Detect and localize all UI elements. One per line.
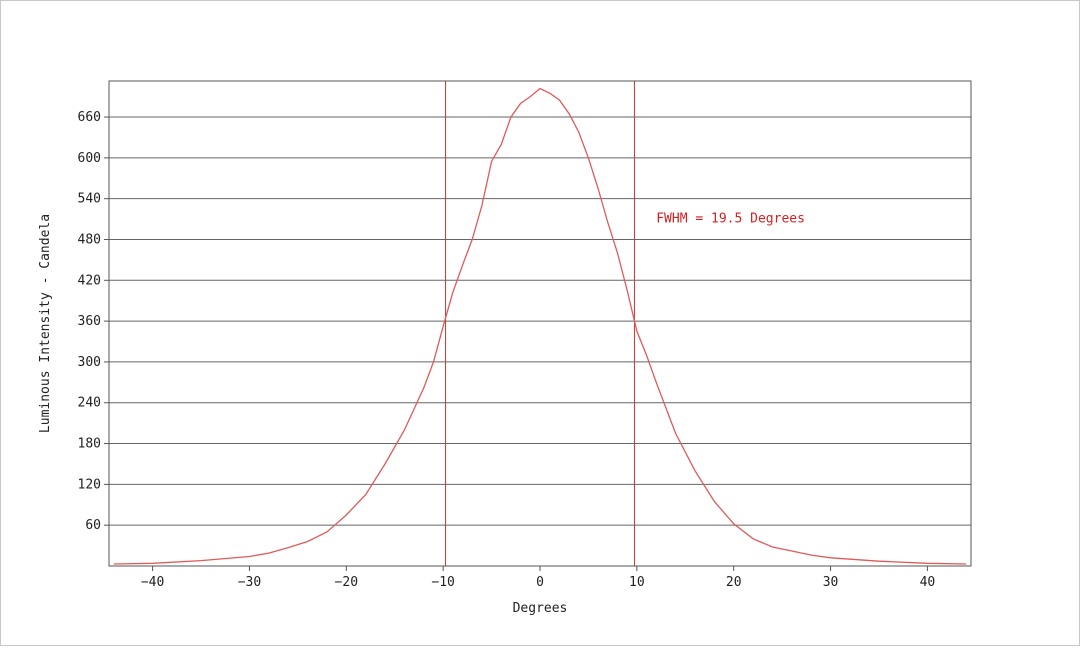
y-axis-ticks: 60 120 180 240 300 360 420 480 540 600 660 <box>78 110 109 533</box>
y-tick-label: 420 <box>78 273 101 288</box>
y-tick-label: 540 <box>78 192 101 207</box>
x-tick-label: −10 <box>431 575 454 590</box>
fwhm-marker-lines <box>445 81 635 566</box>
y-tick-label: 300 <box>78 355 101 370</box>
x-tick-label: 0 <box>536 575 544 590</box>
x-tick-label: 20 <box>726 575 742 590</box>
x-tick-label: 40 <box>920 575 936 590</box>
x-tick-label: −30 <box>238 575 261 590</box>
fwhm-annotation: FWHM = 19.5 Degrees <box>656 211 805 226</box>
x-axis-title: Degrees <box>513 601 568 616</box>
x-tick-label: −40 <box>141 575 164 590</box>
x-axis-ticks: −40 −30 −20 −10 0 10 20 30 40 <box>141 566 935 590</box>
y-tick-label: 120 <box>78 477 101 492</box>
x-tick-label: 10 <box>629 575 645 590</box>
grid-lines <box>109 116 971 526</box>
x-tick-label: 30 <box>823 575 839 590</box>
y-axis-title: Luminous Intensity - Candela <box>38 214 53 433</box>
y-tick-label: 60 <box>85 518 101 533</box>
x-tick-label: −20 <box>335 575 358 590</box>
series-line <box>113 87 967 565</box>
y-tick-label: 600 <box>78 151 101 166</box>
y-tick-label: 240 <box>78 396 101 411</box>
y-tick-label: 660 <box>78 110 101 125</box>
y-tick-label: 360 <box>78 314 101 329</box>
y-tick-label: 180 <box>78 437 101 452</box>
plot-area <box>108 80 972 567</box>
y-tick-label: 480 <box>78 232 101 247</box>
